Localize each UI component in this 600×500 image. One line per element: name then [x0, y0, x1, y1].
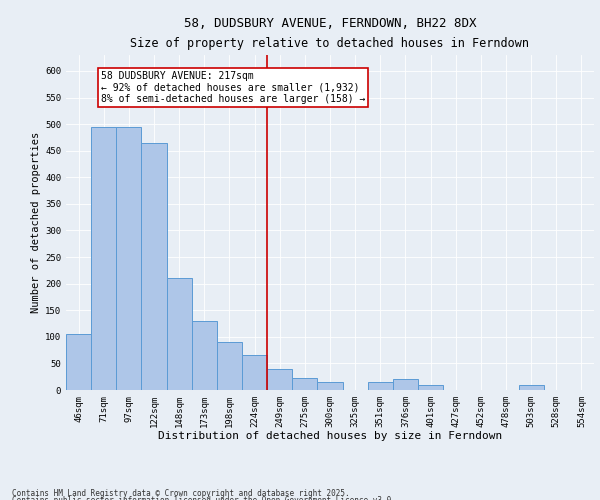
- Bar: [292, 378, 317, 390]
- Bar: [518, 384, 544, 390]
- Bar: [192, 321, 217, 390]
- Bar: [142, 142, 167, 390]
- Bar: [393, 380, 418, 390]
- Bar: [267, 368, 292, 390]
- X-axis label: Distribution of detached houses by size in Ferndown: Distribution of detached houses by size …: [158, 432, 502, 442]
- Bar: [116, 127, 142, 390]
- Bar: [418, 384, 443, 390]
- Text: 58 DUDSBURY AVENUE: 217sqm
← 92% of detached houses are smaller (1,932)
8% of se: 58 DUDSBURY AVENUE: 217sqm ← 92% of deta…: [101, 71, 365, 104]
- Text: 58, DUDSBURY AVENUE, FERNDOWN, BH22 8DX: 58, DUDSBURY AVENUE, FERNDOWN, BH22 8DX: [184, 17, 476, 30]
- Text: Contains public sector information licensed under the Open Government Licence v3: Contains public sector information licen…: [12, 496, 396, 500]
- Bar: [167, 278, 192, 390]
- Bar: [368, 382, 393, 390]
- Text: Size of property relative to detached houses in Ferndown: Size of property relative to detached ho…: [131, 37, 530, 50]
- Bar: [66, 334, 91, 390]
- Bar: [91, 127, 116, 390]
- Bar: [317, 382, 343, 390]
- Bar: [242, 356, 267, 390]
- Text: Contains HM Land Registry data © Crown copyright and database right 2025.: Contains HM Land Registry data © Crown c…: [12, 488, 350, 498]
- Y-axis label: Number of detached properties: Number of detached properties: [31, 132, 41, 313]
- Bar: [217, 342, 242, 390]
